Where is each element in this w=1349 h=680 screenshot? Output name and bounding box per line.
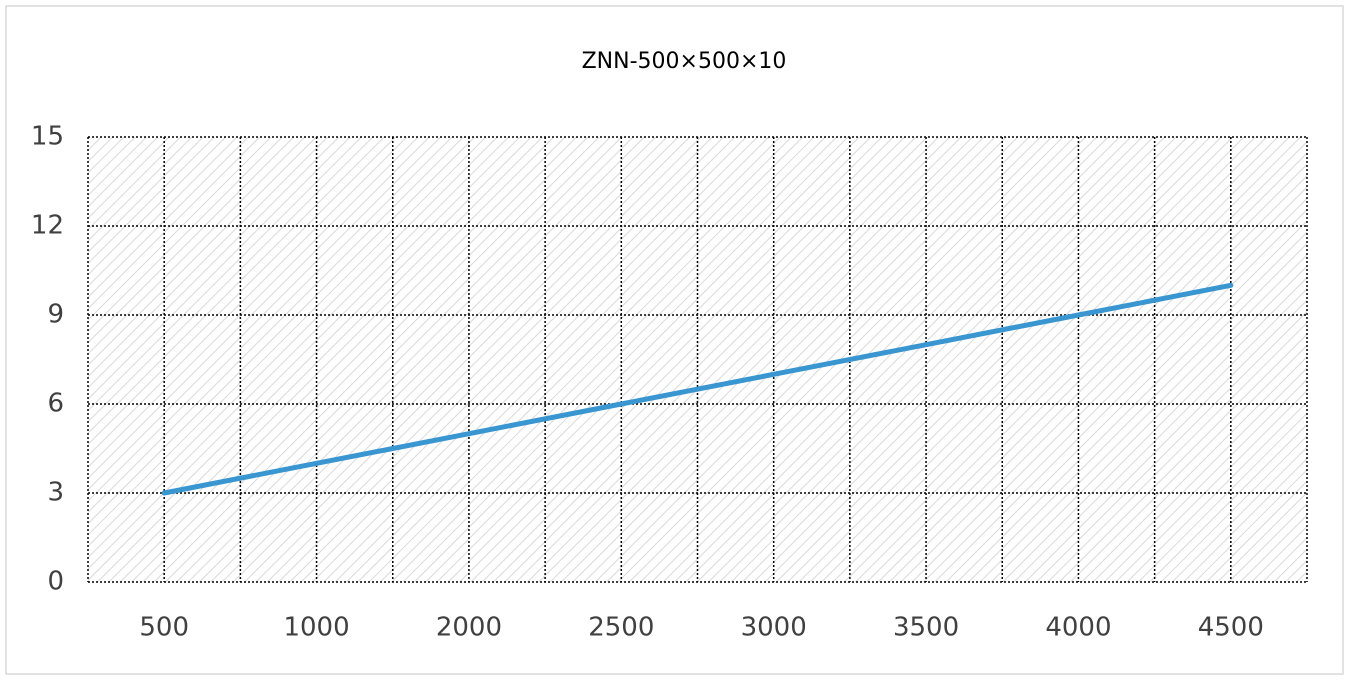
data-line: [161, 282, 1234, 496]
x-tick-label: 3500: [893, 613, 959, 643]
x-tick-label: 4500: [1198, 613, 1264, 643]
x-tick-label: 2500: [588, 613, 654, 643]
x-tick-label: 4000: [1045, 613, 1111, 643]
chart-title: ZNN-500×500×10: [582, 49, 787, 74]
y-tick-label: 0: [47, 567, 64, 597]
x-tick-label: 1000: [283, 613, 349, 643]
y-tick-label: 9: [47, 300, 64, 330]
y-tick-label: 12: [31, 211, 64, 241]
x-tick-label: 500: [139, 613, 189, 643]
plot-area: [88, 137, 1307, 582]
y-tick-label: 15: [31, 122, 64, 152]
y-tick-label: 6: [47, 389, 64, 419]
x-tick-label: 3000: [741, 613, 807, 643]
y-tick-label: 3: [47, 478, 64, 508]
x-tick-label: 2000: [436, 613, 502, 643]
